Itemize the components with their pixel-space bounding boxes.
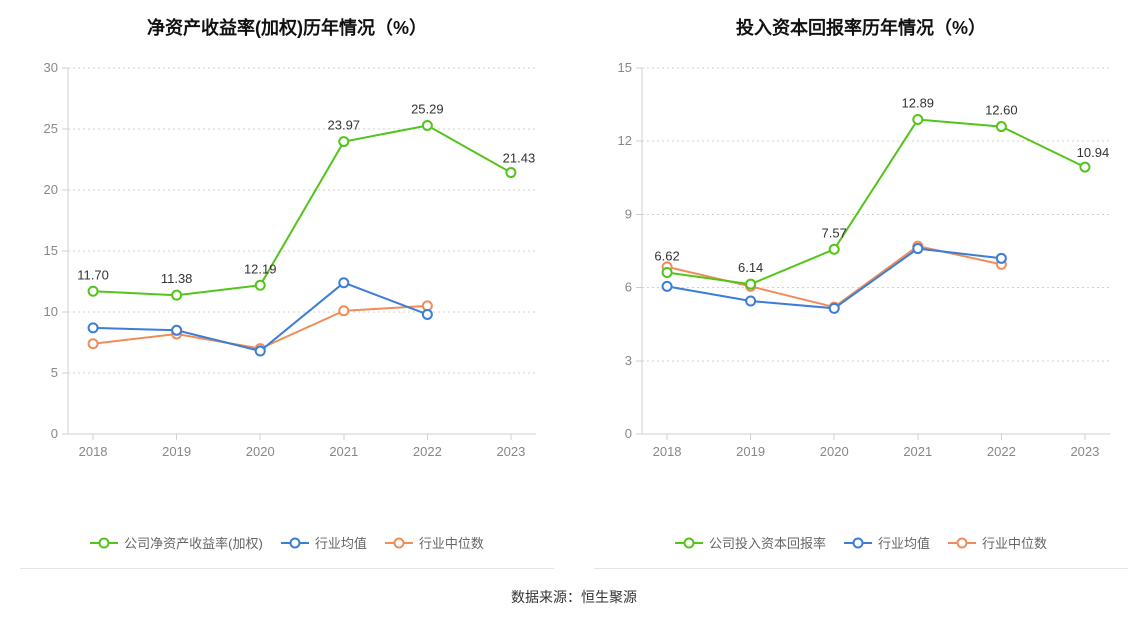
- legend-item-median[interactable]: 行业中位数: [385, 533, 484, 552]
- svg-text:11.70: 11.70: [77, 267, 109, 282]
- chart-legend-roic: 公司投入资本回报率 行业均值 行业中位数: [594, 527, 1128, 569]
- svg-text:2018: 2018: [79, 444, 108, 459]
- svg-text:9: 9: [625, 206, 632, 221]
- svg-text:15: 15: [618, 60, 632, 75]
- legend-item-avg[interactable]: 行业均值: [281, 533, 367, 552]
- svg-text:6: 6: [625, 280, 632, 295]
- data-source-line: 数据来源：恒生聚源: [0, 569, 1148, 619]
- legend-item-avg[interactable]: 行业均值: [844, 533, 930, 552]
- svg-text:6.62: 6.62: [654, 248, 679, 263]
- legend-label: 行业均值: [315, 533, 367, 552]
- svg-text:25: 25: [44, 121, 58, 136]
- legend-swatch-icon: [281, 536, 309, 550]
- legend-swatch-icon: [385, 536, 413, 550]
- svg-text:2019: 2019: [736, 444, 765, 459]
- chart-plot-roic: 0 3 6 9 12 15 2018 2019 2020 2021 2022 2023 6.62 6.14…: [594, 50, 1128, 527]
- svg-text:12.60: 12.60: [985, 103, 1018, 118]
- svg-text:2022: 2022: [987, 444, 1016, 459]
- legend-label: 公司投入资本回报率: [709, 533, 826, 552]
- svg-text:15: 15: [44, 243, 58, 258]
- chart-plot-roe: 0 5 10 15 20 25 30 2018 2019 2020 2021 2022 2023 11.7…: [20, 50, 554, 527]
- svg-text:10.94: 10.94: [1077, 145, 1110, 160]
- svg-text:21.43: 21.43: [503, 151, 536, 166]
- legend-swatch-icon: [675, 536, 703, 550]
- svg-text:11.38: 11.38: [161, 271, 193, 286]
- page-root: 净资产收益率(加权)历年情况（%）05101520253020182019202…: [0, 0, 1148, 619]
- chart-panel-roe: 净资产收益率(加权)历年情况（%） 0 5 10 15 20 25 30 2018 2019 202…: [0, 0, 574, 569]
- svg-text:2020: 2020: [820, 444, 849, 459]
- svg-text:7.57: 7.57: [822, 225, 847, 240]
- svg-text:3: 3: [625, 353, 632, 368]
- charts-row: 净资产收益率(加权)历年情况（%）05101520253020182019202…: [0, 0, 1148, 569]
- svg-text:12.19: 12.19: [244, 261, 277, 276]
- legend-label: 行业均值: [878, 533, 930, 552]
- svg-text:0: 0: [625, 426, 632, 441]
- svg-text:2019: 2019: [162, 444, 191, 459]
- svg-text:2023: 2023: [496, 444, 525, 459]
- svg-text:25.29: 25.29: [411, 101, 444, 116]
- svg-text:2021: 2021: [329, 444, 358, 459]
- svg-text:0: 0: [51, 426, 58, 441]
- svg-text:6.14: 6.14: [738, 260, 763, 275]
- chart-title: 投入资本回报率历年情况（%）: [594, 14, 1128, 40]
- chart-legend-roe: 公司净资产收益率(加权) 行业均值 行业中位数: [20, 527, 554, 569]
- svg-text:12.89: 12.89: [902, 95, 935, 110]
- svg-text:10: 10: [44, 304, 58, 319]
- legend-swatch-icon: [948, 536, 976, 550]
- legend-item-median[interactable]: 行业中位数: [948, 533, 1047, 552]
- legend-item-company[interactable]: 公司净资产收益率(加权): [90, 533, 263, 552]
- svg-text:2021: 2021: [903, 444, 932, 459]
- legend-swatch-icon: [844, 536, 872, 550]
- svg-text:2020: 2020: [246, 444, 275, 459]
- svg-text:2023: 2023: [1070, 444, 1099, 459]
- svg-text:12: 12: [618, 133, 632, 148]
- svg-text:2022: 2022: [413, 444, 442, 459]
- svg-text:20: 20: [44, 182, 58, 197]
- svg-text:2018: 2018: [653, 444, 682, 459]
- svg-text:23.97: 23.97: [328, 118, 361, 133]
- legend-label: 公司净资产收益率(加权): [124, 533, 263, 552]
- legend-swatch-icon: [90, 536, 118, 550]
- legend-label: 行业中位数: [982, 533, 1047, 552]
- svg-text:30: 30: [44, 60, 58, 75]
- chart-panel-roic: 投入资本回报率历年情况（%） 0 3 6 9 12 15 2018 2019 2020 2021 20…: [574, 0, 1148, 569]
- svg-text:5: 5: [51, 365, 58, 380]
- legend-item-company[interactable]: 公司投入资本回报率: [675, 533, 826, 552]
- chart-title: 净资产收益率(加权)历年情况（%）: [20, 14, 554, 40]
- legend-label: 行业中位数: [419, 533, 484, 552]
